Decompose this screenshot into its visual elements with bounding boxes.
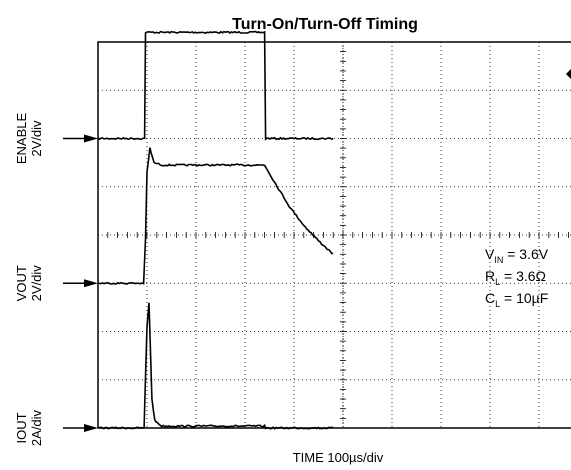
traces [97,30,334,430]
channel-name-label: ENABLE [14,113,29,165]
annotation-rl: RL = 3.6Ω [485,268,546,287]
trace-iout [97,302,334,430]
plot-frame [97,41,571,429]
channel-scale-label: 2V/div [29,265,44,302]
channel-name-label: VOUT [14,265,29,301]
grid [97,41,571,429]
x-axis-label: TIME 100µs/div [293,450,384,465]
trace-vout [97,147,334,285]
chart-title: Turn-On/Turn-Off Timing [232,16,418,33]
ground-markers [63,134,98,432]
channel-name-label: IOUT [14,412,29,443]
trigger-level-marker [566,69,571,79]
trace-enable [97,30,334,141]
annotation-vin: VIN = 3.6V [485,246,549,265]
ground-arrow-head [84,134,98,143]
ground-arrow-head [84,424,98,432]
channel-scale-label: 2V/div [29,120,44,157]
annotation-cl: CL = 10µF [485,290,548,309]
ground-arrow-head [84,279,98,288]
channel-scale-label: 2A/div [29,409,44,446]
